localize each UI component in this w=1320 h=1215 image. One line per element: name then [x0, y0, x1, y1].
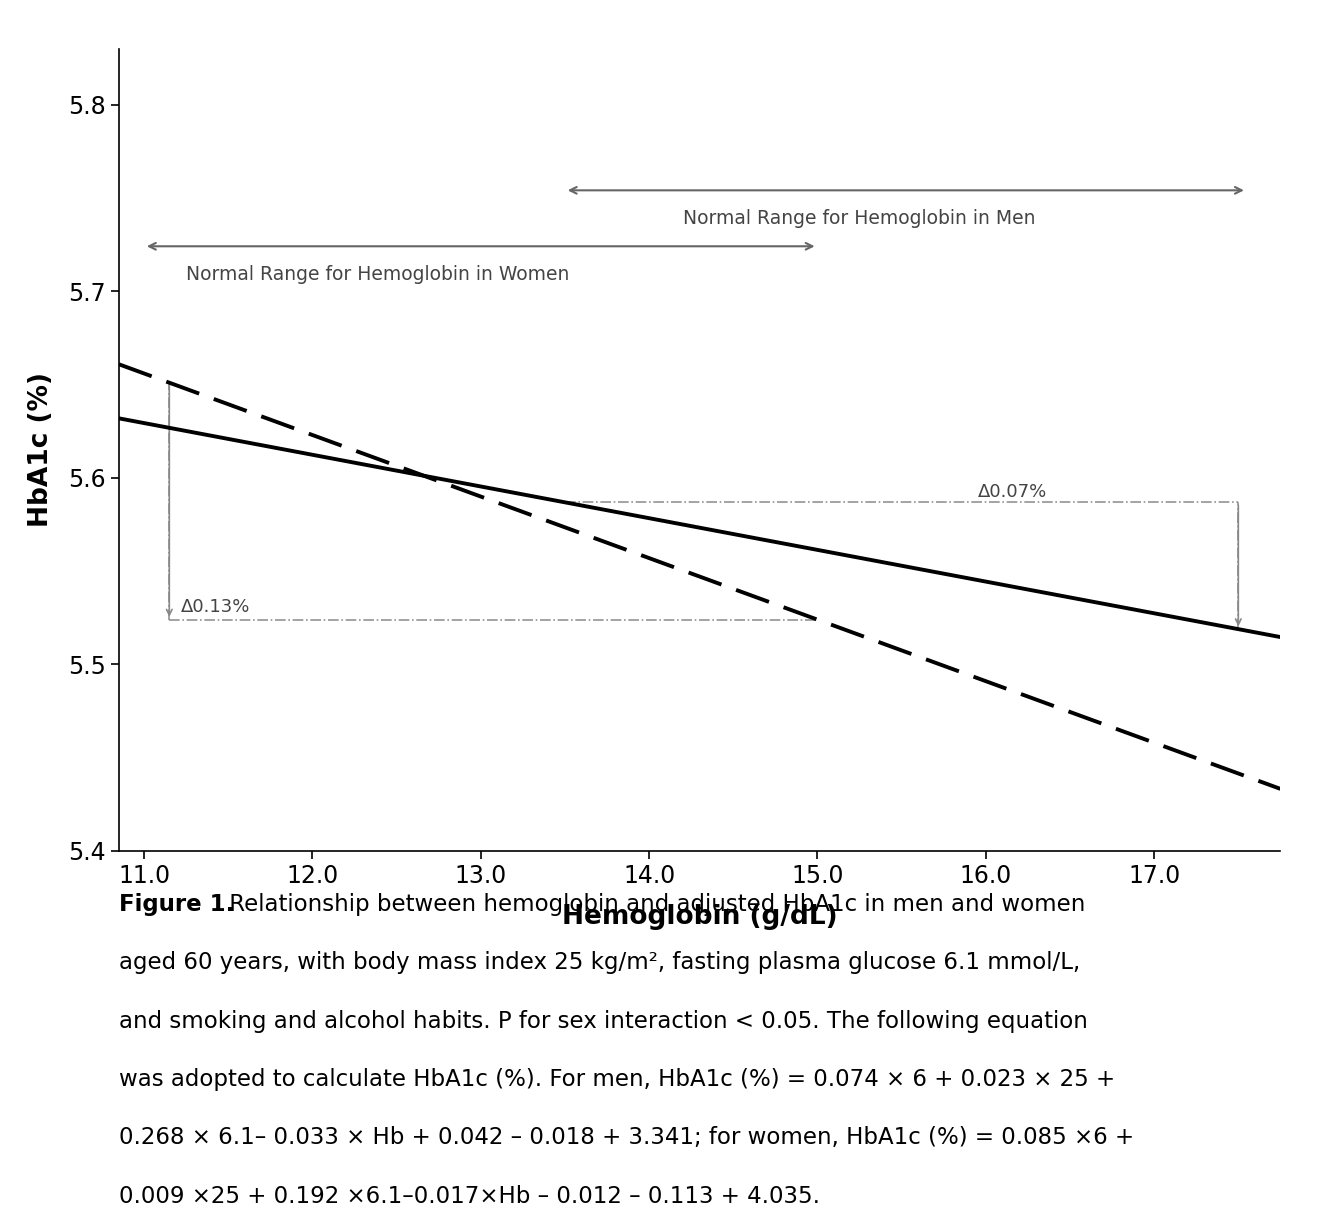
Y-axis label: HbA1c (%): HbA1c (%): [28, 372, 54, 527]
Text: Δ0.13%: Δ0.13%: [181, 598, 251, 616]
Text: and smoking and alcohol habits. P for sex interaction < 0.05. The following equa: and smoking and alcohol habits. P for se…: [119, 1010, 1088, 1033]
Text: aged 60 years, with body mass index 25 kg/m², fasting plasma glucose 6.1 mmol/L,: aged 60 years, with body mass index 25 k…: [119, 951, 1080, 974]
Text: Relationship between hemoglobin and adjusted HbA1c in men and women: Relationship between hemoglobin and adju…: [222, 893, 1085, 916]
Text: 0.009 ×25 + 0.192 ×6.1–0.017×Hb – 0.012 – 0.113 + 4.035.: 0.009 ×25 + 0.192 ×6.1–0.017×Hb – 0.012 …: [119, 1185, 820, 1208]
Text: Δ0.07%: Δ0.07%: [977, 482, 1047, 501]
Text: Normal Range for Hemoglobin in Women: Normal Range for Hemoglobin in Women: [186, 265, 569, 284]
Text: 0.268 × 6.1– 0.033 × Hb + 0.042 – 0.018 + 3.341; for women, HbA1c (%) = 0.085 ×6: 0.268 × 6.1– 0.033 × Hb + 0.042 – 0.018 …: [119, 1126, 1134, 1149]
Text: Normal Range for Hemoglobin in Men: Normal Range for Hemoglobin in Men: [682, 209, 1035, 228]
X-axis label: Hemoglobin (g/dL): Hemoglobin (g/dL): [562, 904, 837, 931]
Text: was adopted to calculate HbA1c (%). For men, HbA1c (%) = 0.074 × 6 + 0.023 × 25 : was adopted to calculate HbA1c (%). For …: [119, 1068, 1115, 1091]
Text: Figure 1.: Figure 1.: [119, 893, 234, 916]
